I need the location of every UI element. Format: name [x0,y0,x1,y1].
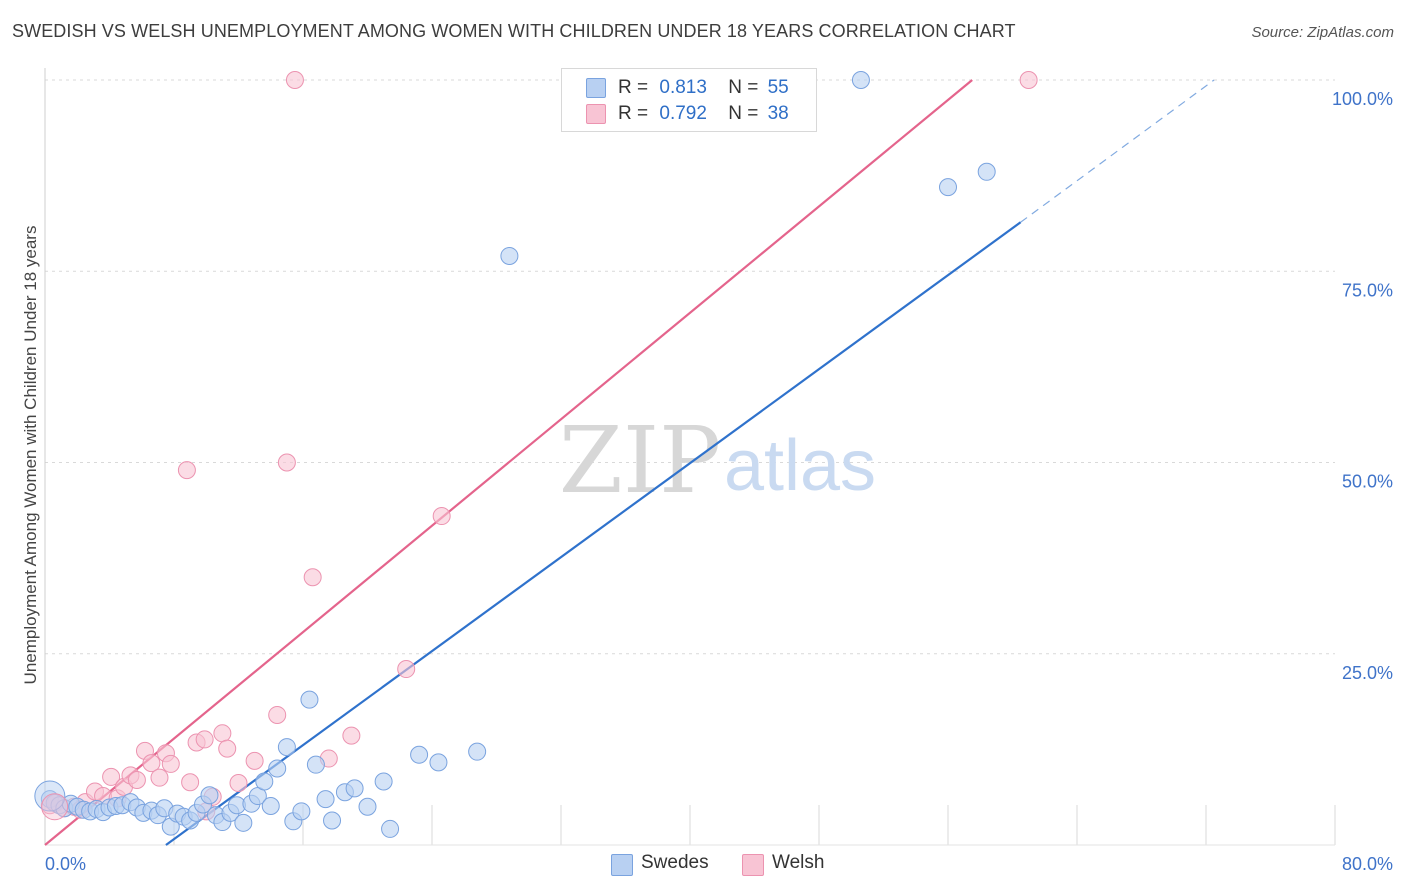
welsh-point-31 [397,660,416,679]
watermark-atlas: atlas [724,426,876,506]
swedes-n-value: 55 [767,77,789,98]
welsh-n-value: 38 [767,103,789,124]
welsh-point-28 [303,568,322,587]
welsh-cluster-marker [41,793,69,821]
welsh-n-label: N = [728,103,759,124]
swedes-point-47 [381,819,400,838]
welsh-swatch [586,104,606,124]
welsh-point-13 [142,754,161,773]
swedes-trend-extension [1020,79,1215,223]
welsh-legend-label: Welsh [772,852,825,873]
welsh-r-label: R = [618,103,649,124]
swedes-trend-line [165,221,1022,846]
swedes-point-52 [851,71,870,89]
swedes-point-34 [261,796,280,815]
welsh-legend-swatch [742,854,764,876]
y-tick-label-0: 25.0% [1342,663,1393,683]
x-tick-label-1: 80.0% [1342,854,1393,874]
welsh-trend-line [44,79,973,846]
welsh-point-7 [102,767,121,786]
swedes-point-54 [977,162,996,181]
welsh-point-32 [432,507,451,526]
swedes-point-30 [234,813,253,832]
swedes-point-48 [410,745,429,764]
welsh-r-value: 0.792 [659,103,707,124]
chart-title: SWEDISH VS WELSH UNEMPLOYMENT AMONG WOME… [12,21,1016,41]
swedes-r-value: 0.813 [659,77,707,98]
swedes-point-38 [292,802,311,821]
welsh-point-30 [342,726,361,745]
swedes-point-50 [468,742,487,761]
source-label: Source: ZipAtlas.com [1251,24,1394,41]
y-tick-label-3: 100.0% [1332,89,1393,109]
welsh-point-23 [229,774,248,793]
swedes-point-40 [306,755,325,774]
welsh-point-34 [1019,71,1038,89]
swedes-point-39 [300,690,319,709]
swedes-point-45 [358,797,377,816]
swedes-point-33 [255,772,274,791]
swedes-point-25 [200,786,219,805]
swedes-point-51 [500,246,519,265]
x-tick-label-0: 0.0% [45,854,86,874]
trend-layer [44,79,1215,846]
y-tick-label-1: 50.0% [1342,472,1393,492]
point-layer [34,71,1038,838]
welsh-point-14 [150,768,169,787]
swedes-point-36 [277,738,296,757]
swedes-point-41 [316,790,335,809]
welsh-point-19 [195,730,214,749]
swedes-legend-label: Swedes [641,852,709,873]
welsh-point-27 [285,71,304,89]
welsh-point-24 [245,751,264,770]
y-tick-label-2: 75.0% [1342,280,1393,300]
correlation-legend: R = 0.813 N = 55 R = 0.792 N = 38 [561,68,817,132]
label-layer: 25.0% 50.0% 75.0% 100.0% 0.0% 80.0% [45,89,1393,874]
swedes-r-label: R = [618,77,649,98]
swedes-point-53 [939,178,957,197]
swedes-point-46 [374,772,393,791]
welsh-point-25 [268,705,287,724]
swedes-swatch [586,78,606,98]
swedes-point-49 [429,753,448,772]
welsh-point-11 [127,770,146,789]
swedes-point-35 [268,759,287,778]
y-axis-label: Unemployment Among Women with Children U… [21,226,40,685]
welsh-point-26 [277,453,296,472]
welsh-point-17 [181,773,200,792]
welsh-point-35 [161,754,180,773]
swedes-legend-swatch [611,854,633,876]
watermark-zip: ZIP [559,407,721,514]
welsh-point-16 [177,461,196,480]
swedes-point-42 [323,811,342,830]
swedes-point-44 [345,779,364,798]
welsh-point-22 [218,739,237,758]
swedes-n-label: N = [728,77,759,98]
welsh-point-21 [213,724,232,743]
